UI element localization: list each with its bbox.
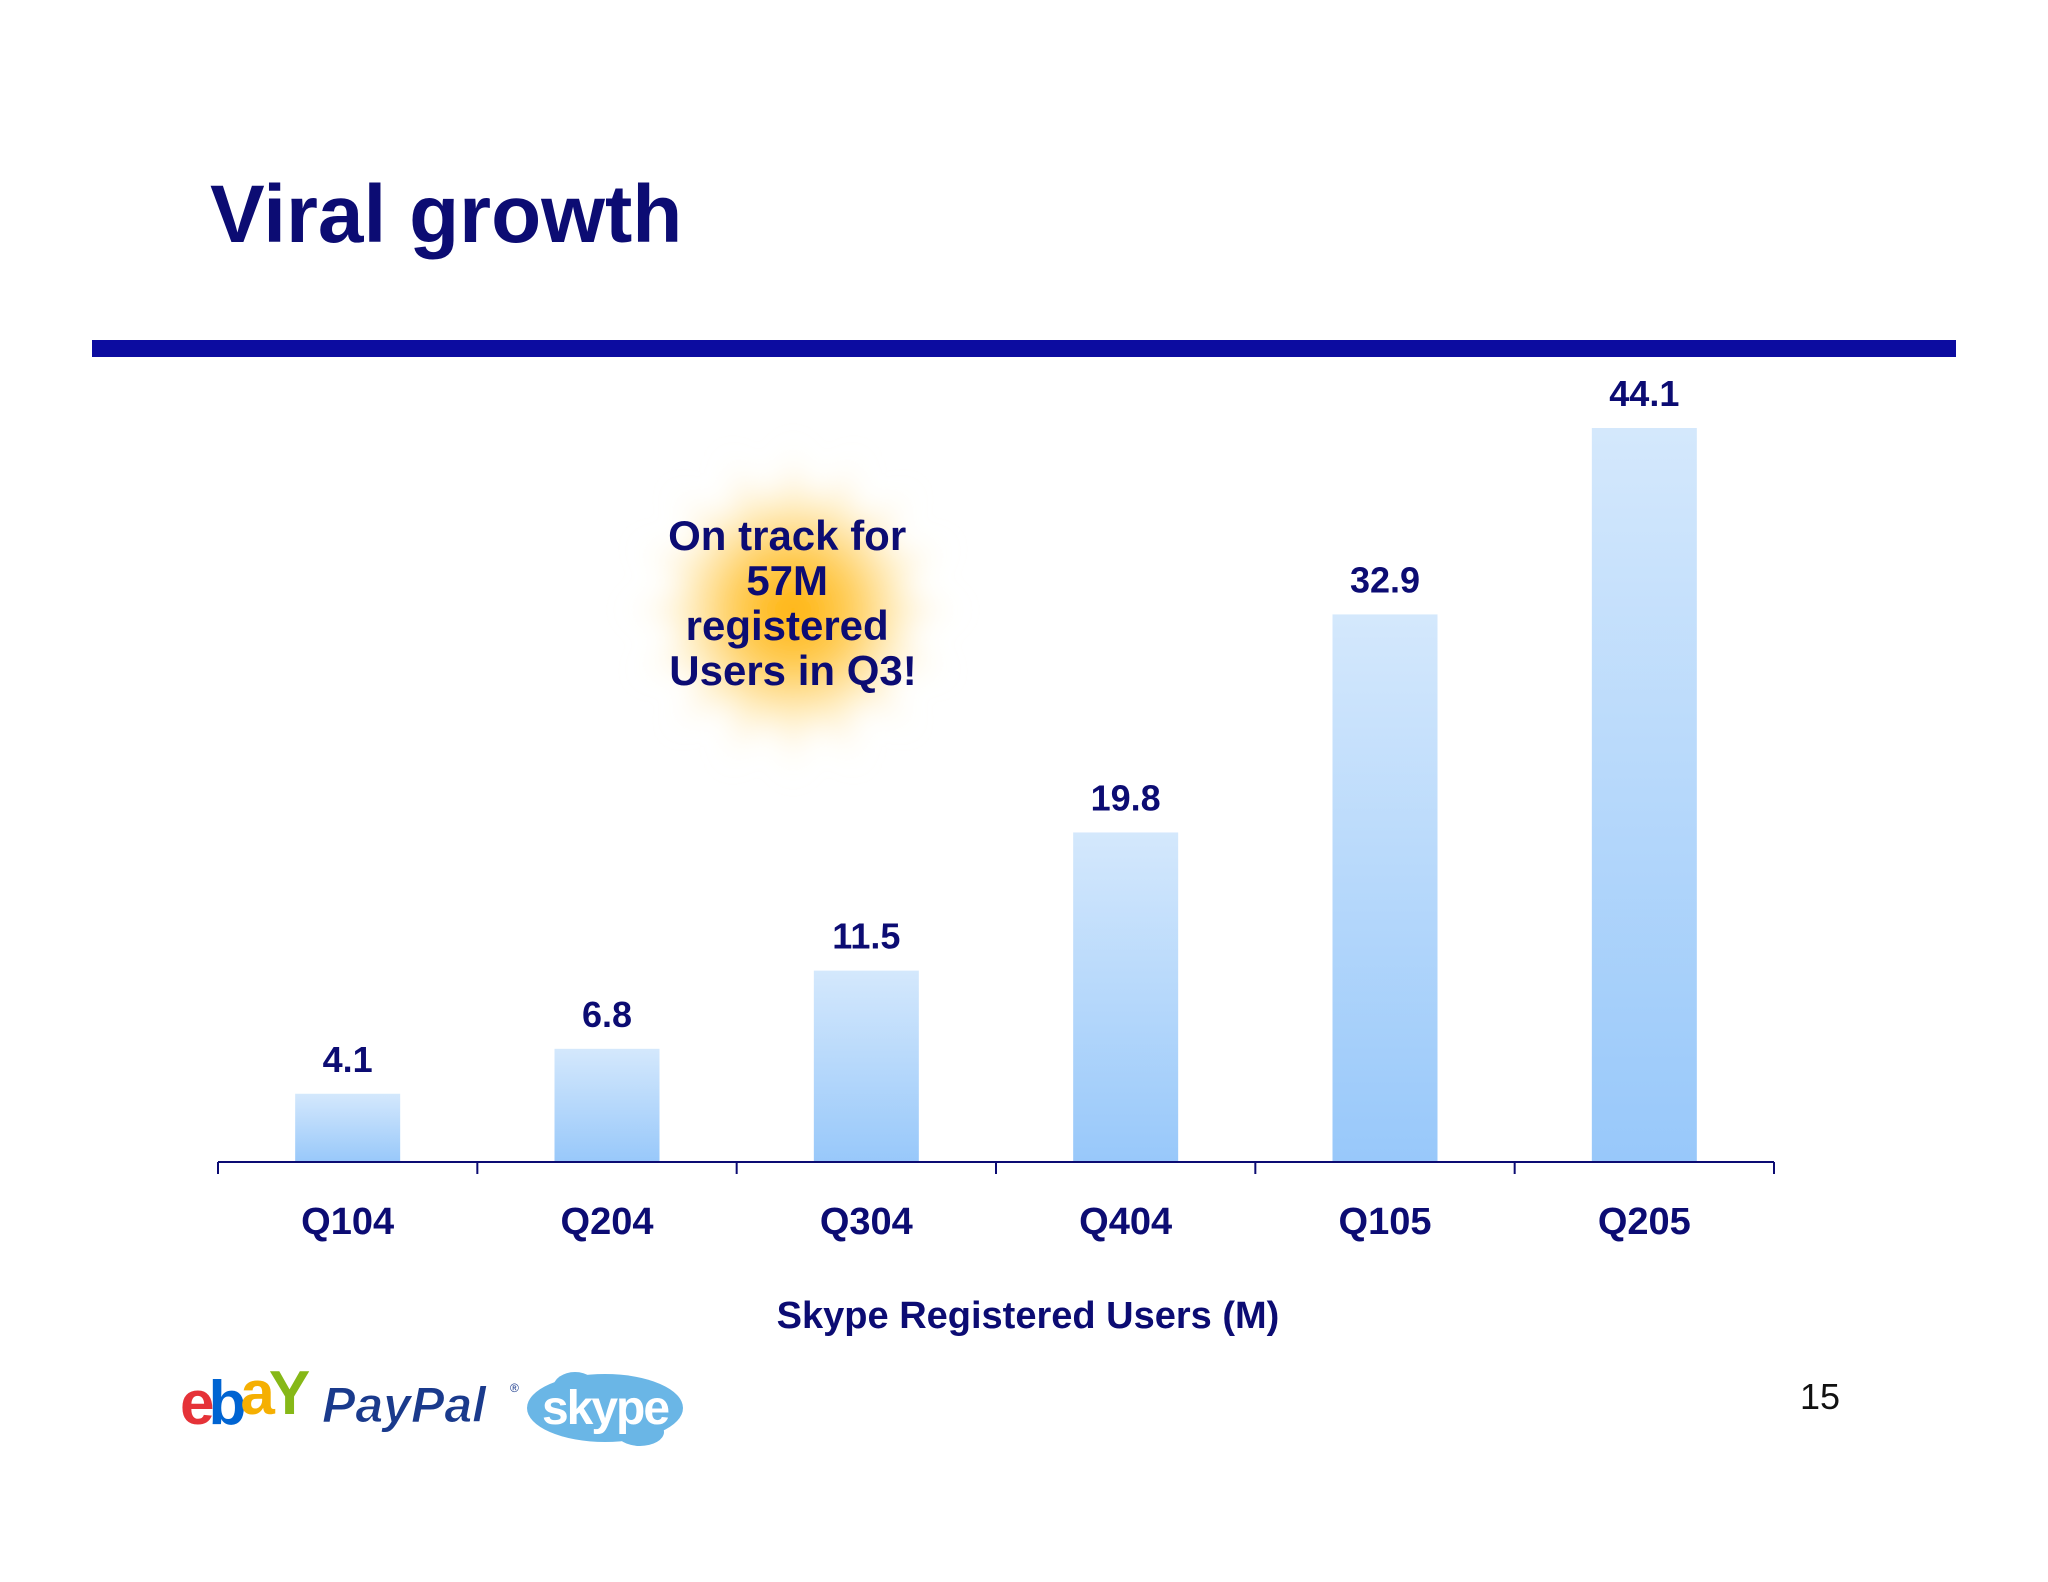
x-axis-title: Skype Registered Users (M) <box>777 1295 1280 1337</box>
bar-q204 <box>554 1048 660 1162</box>
value-label-q105: 32.9 <box>1350 559 1420 600</box>
value-label-q204: 6.8 <box>582 994 632 1035</box>
value-labels: 4.1 6.8 11.5 19.8 32.9 44.1 <box>323 373 1680 1080</box>
slide-title: Viral growth <box>210 169 683 260</box>
page-number: 15 <box>1800 1376 1841 1417</box>
callout-line-4: Users in Q3! <box>669 647 916 694</box>
category-label-q404: Q404 <box>1079 1201 1172 1243</box>
bar-q205 <box>1591 428 1697 1162</box>
svg-text:PayPal: PayPal <box>322 1377 487 1433</box>
value-label-q205: 44.1 <box>1609 373 1679 414</box>
callout-line-1: On track for <box>668 512 906 559</box>
category-label-q105: Q105 <box>1339 1201 1432 1243</box>
bar-q104 <box>295 1093 401 1162</box>
svg-text:On track for 57M r: On track for 57M registered Users in Q3! <box>668 512 918 694</box>
category-label-q304: Q304 <box>820 1201 913 1243</box>
svg-text:®: ® <box>510 1381 519 1395</box>
callout-starburst: On track for 57M registered Users in Q3! <box>618 435 968 785</box>
ebay-logo: ebaY <box>180 1362 316 1438</box>
category-label-q205: Q205 <box>1598 1201 1691 1243</box>
value-label-q104: 4.1 <box>323 1039 373 1080</box>
title-divider <box>92 340 1956 357</box>
value-label-q304: 11.5 <box>832 916 900 957</box>
bar-series <box>295 428 1697 1162</box>
category-label-q104: Q104 <box>301 1201 394 1243</box>
paypal-logo: PayPal ® <box>322 1377 520 1434</box>
x-axis-ticks <box>217 1162 1775 1174</box>
bar-q404 <box>1073 832 1179 1162</box>
bar-q105 <box>1332 614 1438 1162</box>
bar-q304 <box>813 970 919 1162</box>
callout-line-3: registered <box>686 602 889 649</box>
x-axis-tick-labels: Q104 Q204 Q304 Q404 Q105 Q205 <box>301 1201 1691 1243</box>
callout-line-2: 57M <box>746 557 828 604</box>
partner-logos: ebaY PayPal ® skype <box>180 1362 683 1446</box>
value-label-q404: 19.8 <box>1091 777 1161 818</box>
category-label-q204: Q204 <box>561 1201 654 1243</box>
svg-text:ebaY: ebaY <box>180 1362 310 1438</box>
svg-text:skype: skype <box>542 1382 669 1435</box>
skype-logo: skype <box>527 1372 683 1446</box>
